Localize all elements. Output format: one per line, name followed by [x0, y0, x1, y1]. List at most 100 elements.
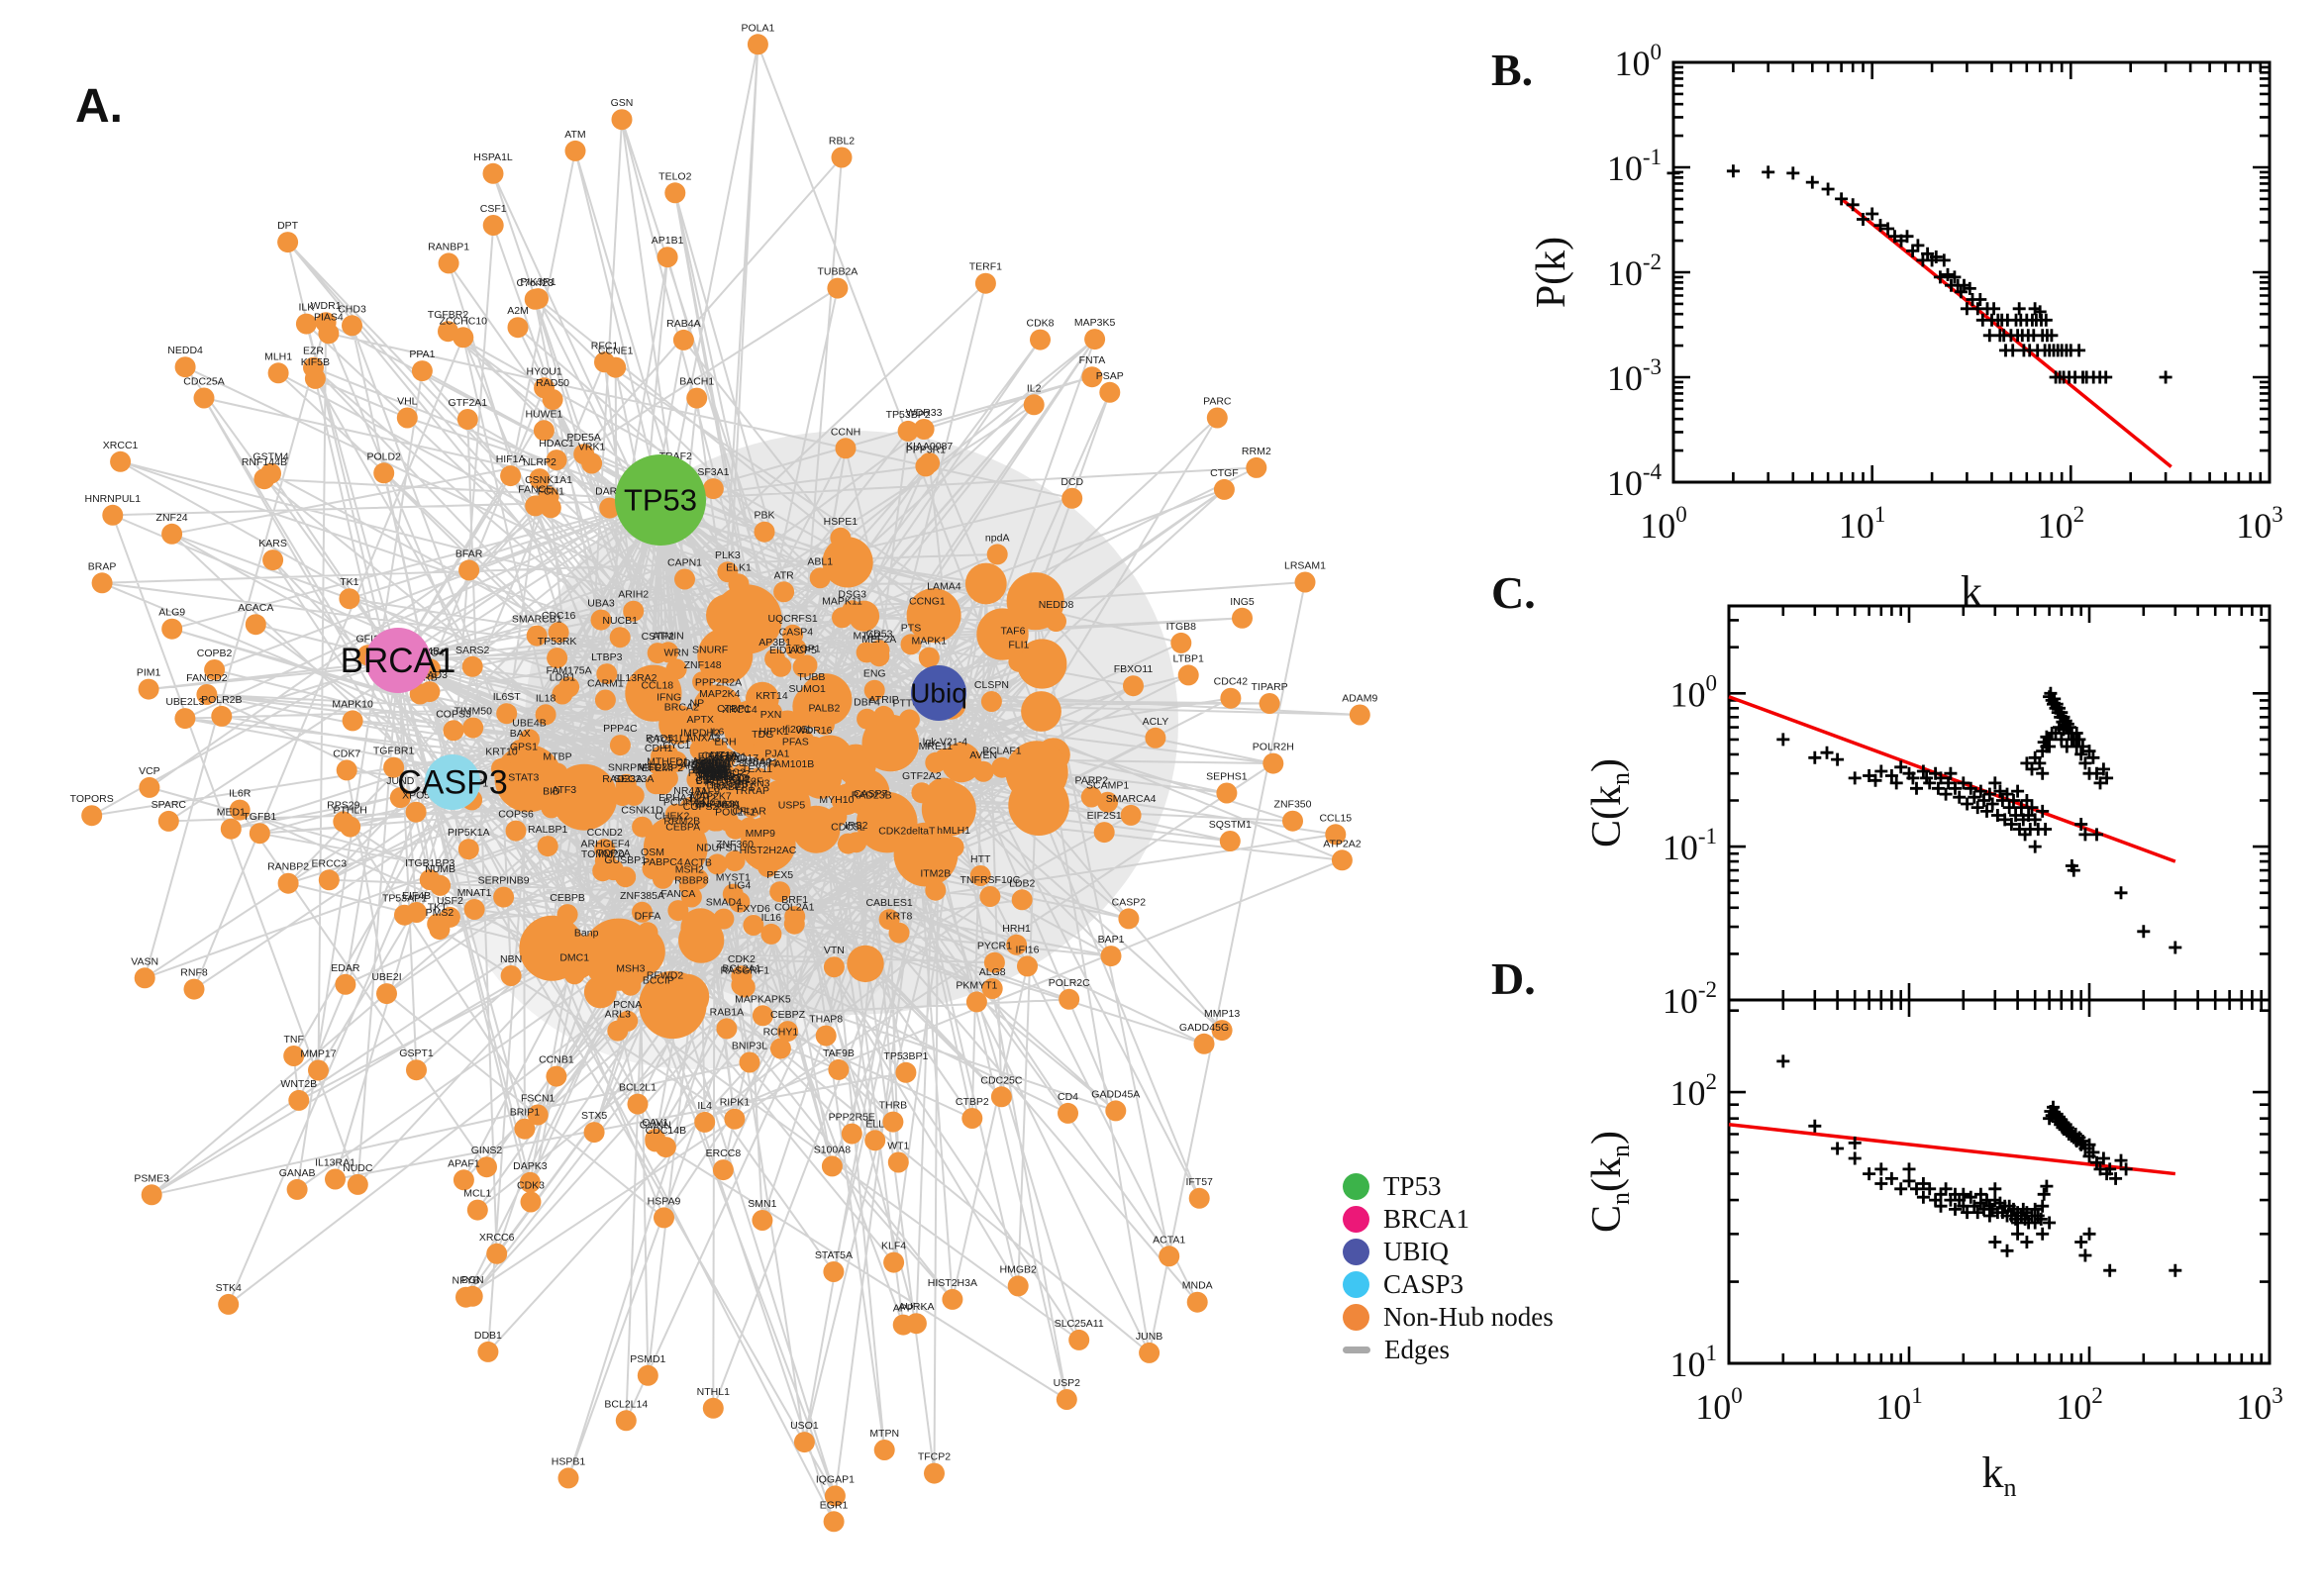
non-hub-node — [456, 409, 478, 430]
non-hub-node — [896, 837, 918, 858]
gene-label: PIAS4 — [314, 311, 344, 323]
gene-label: APAF1 — [448, 1157, 480, 1169]
gene-label: HYOU1 — [527, 365, 562, 377]
gene-label: MAP3K5 — [1074, 317, 1116, 329]
gene-label: ABL1 — [807, 555, 833, 567]
gene-label: UBA1 — [745, 756, 772, 768]
gene-label: A2M — [507, 305, 529, 317]
gene-label: RAB1A — [710, 1006, 744, 1018]
non-hub-node — [1021, 691, 1061, 732]
gene-label: CSNK1D — [621, 805, 663, 817]
gene-label: PIN1 — [704, 766, 728, 778]
gene-label: COL2A1 — [774, 902, 814, 914]
x-tick-label: 102 — [2038, 502, 2085, 546]
gene-label: PARP2 — [1074, 775, 1108, 787]
gene-label: FANCE — [518, 483, 553, 495]
non-hub-node — [491, 757, 512, 779]
non-hub-node — [739, 817, 760, 839]
non-hub-node — [245, 614, 266, 636]
non-hub-node — [389, 787, 411, 809]
x-tick-label: 100 — [1695, 1383, 1743, 1427]
y-tick-label: 10-3 — [1607, 354, 1662, 398]
non-hub-node — [507, 317, 529, 339]
gene-label: IL18 — [536, 692, 556, 704]
non-hub-node — [547, 648, 568, 669]
y-tick-label: 101 — [1670, 1341, 1718, 1384]
non-hub-node — [1056, 1389, 1077, 1410]
gene-label: DCN — [705, 764, 728, 776]
non-hub-node — [750, 768, 770, 790]
non-hub-node — [761, 702, 782, 724]
non-hub-node — [267, 362, 289, 384]
gene-label: DCD — [1060, 476, 1083, 488]
gene-label: CAPN1 — [667, 557, 702, 569]
non-hub-node — [318, 869, 340, 891]
non-hub-node — [1046, 611, 1066, 632]
gene-label: MED24 — [695, 756, 730, 768]
gene-label: CEBPZ — [770, 1009, 806, 1021]
non-hub-node — [174, 356, 196, 378]
gene-label: UBE2D1 — [691, 762, 732, 774]
x-tick-label: 101 — [1839, 502, 1886, 546]
gene-label: IFNG — [656, 692, 681, 704]
gene-label: TK1 — [340, 576, 358, 588]
non-hub-node — [376, 983, 397, 1005]
axis-ticks — [1727, 606, 2272, 1002]
non-hub-node — [524, 288, 546, 310]
non-hub-node — [883, 1251, 905, 1273]
non-hub-node — [835, 438, 857, 459]
gene-label: PSME3 — [134, 1172, 169, 1184]
gene-label: MTBP — [543, 751, 571, 763]
non-hub-node — [712, 1159, 734, 1181]
gene-label: DNAJA3 — [695, 799, 735, 811]
gene-label: XRCC4 — [722, 704, 758, 716]
non-hub-node — [342, 710, 363, 732]
gene-label: NFYB — [452, 1275, 479, 1287]
non-hub-node — [342, 315, 362, 337]
non-hub-node — [983, 951, 1005, 973]
non-hub-node — [763, 737, 785, 758]
non-hub-node — [406, 1059, 427, 1081]
gene-label: TUBB — [797, 671, 825, 683]
gene-label: AP1B1 — [652, 235, 684, 247]
gene-label: SARS2 — [455, 645, 490, 656]
non-hub-node — [540, 497, 561, 519]
hub-casp3: CASP3 — [397, 754, 508, 810]
gene-label: ENG — [863, 668, 886, 680]
non-hub-node — [592, 860, 614, 882]
gene-label: CAV1 — [642, 1117, 668, 1129]
non-hub-node — [519, 915, 585, 981]
gene-label: MED1 — [217, 807, 246, 819]
non-hub-node — [1170, 632, 1192, 653]
non-hub-node — [463, 899, 485, 920]
non-hub-node — [826, 806, 848, 828]
non-hub-node — [823, 1261, 845, 1282]
gene-label: LDB2 — [1009, 877, 1035, 889]
y-axis-title: P(k) — [1529, 237, 1574, 308]
gene-label: PLK3 — [715, 549, 741, 561]
non-hub-node — [892, 1314, 914, 1336]
non-hub-node — [632, 816, 654, 838]
non-hub-node — [564, 140, 586, 161]
gene-label: IL6 — [710, 727, 725, 739]
panel-b-label: B. — [1491, 45, 1534, 95]
gene-label: POLR2C — [1049, 977, 1090, 989]
non-hub-node — [1325, 824, 1347, 846]
non-hub-node — [965, 991, 987, 1013]
non-hub-node — [546, 449, 567, 471]
non-hub-node — [1011, 889, 1033, 911]
non-hub-node — [1007, 1275, 1029, 1297]
non-hub-node — [766, 759, 788, 781]
non-hub-node — [91, 572, 113, 594]
gene-label: APLP2 — [692, 755, 725, 767]
non-hub-node — [727, 785, 749, 807]
non-hub-node — [537, 836, 558, 857]
gene-label: SPARC — [152, 799, 187, 811]
non-hub-node — [615, 1410, 637, 1432]
gene-label: BRIP1 — [510, 1107, 541, 1119]
gene-label: NEDD8 — [1039, 599, 1074, 611]
non-hub-node — [924, 1462, 945, 1484]
non-hub-node — [686, 387, 708, 409]
non-hub-node — [611, 109, 633, 131]
gene-label: MMP17 — [300, 1048, 336, 1060]
